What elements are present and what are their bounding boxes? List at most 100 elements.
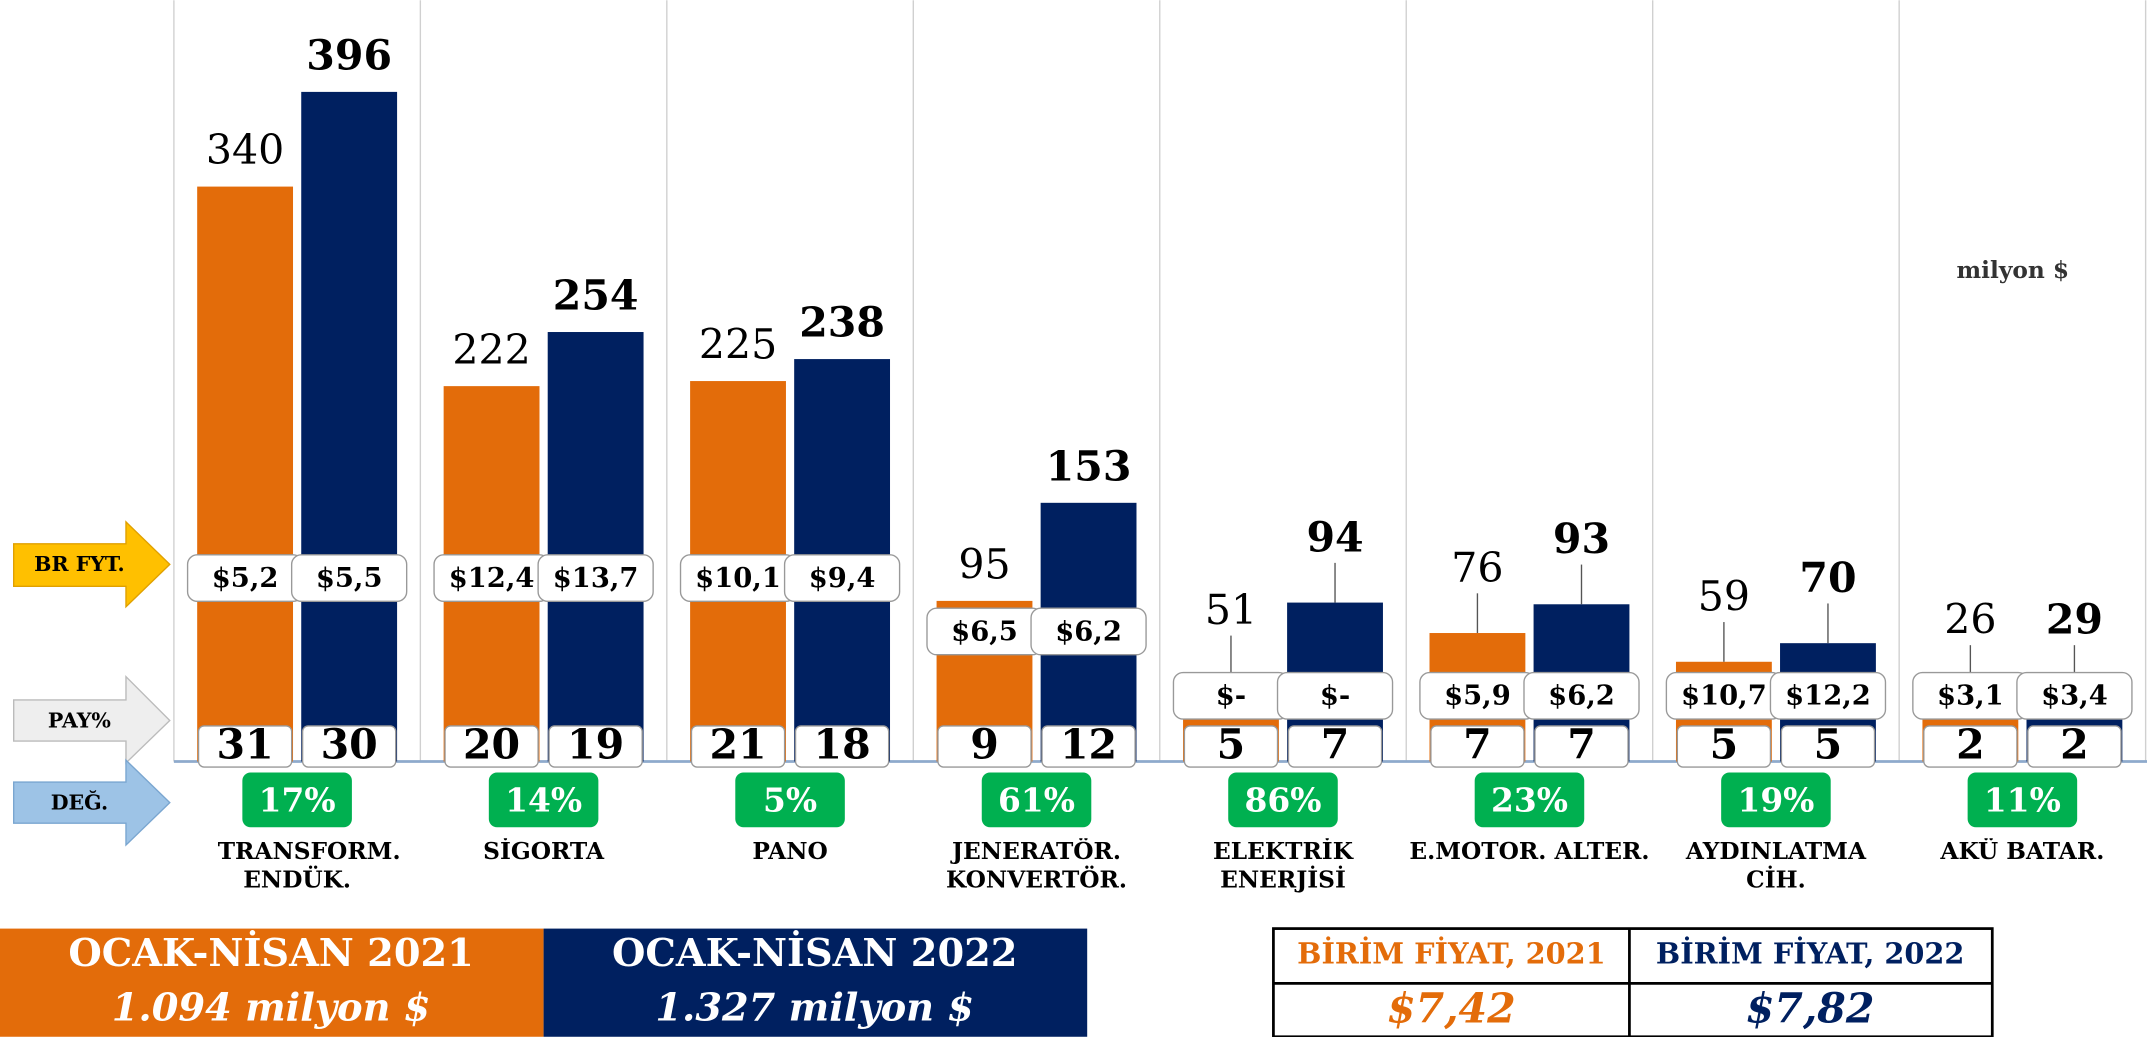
share-box xyxy=(548,725,643,768)
category-label: ELEKTRİK ENERJİSİ xyxy=(1213,838,1353,895)
share-value: 5 xyxy=(1814,719,1843,768)
unit-price: $10,7 xyxy=(1681,680,1767,712)
share-box xyxy=(197,725,293,768)
x-tick-label: JENERATÖR. KONVERTÖR. xyxy=(946,838,1128,895)
category-label: PANO xyxy=(752,838,827,865)
share-box xyxy=(1534,725,1629,768)
price-box xyxy=(1769,671,1887,720)
value-label: 254 xyxy=(553,271,639,320)
price-box xyxy=(783,554,901,603)
value-label: 238 xyxy=(799,298,885,347)
category-label: AKÜ BATAR. xyxy=(1940,838,2105,866)
unit-price: $10,1 xyxy=(695,562,781,594)
share-value: 5 xyxy=(1710,719,1739,768)
price-box xyxy=(537,554,654,603)
share-box xyxy=(937,725,1032,768)
change-value: 19% xyxy=(1737,781,1814,820)
share-value: 20 xyxy=(463,719,520,768)
table-value: $7,42 xyxy=(1387,984,1516,1033)
share-value: 21 xyxy=(709,719,766,768)
legend-name: OCAK-NİSAN 2022 xyxy=(612,929,1018,976)
share-value: 2 xyxy=(2060,719,2089,768)
share-value: 12 xyxy=(1060,719,1117,768)
table-value: $7,82 xyxy=(1746,984,1875,1033)
x-tick-label: E.MOTOR. ALTER. xyxy=(1409,838,1650,866)
change-value: 17% xyxy=(259,781,336,820)
x-tick-label: TRANSFORM. ENDÜK. xyxy=(217,838,401,895)
change-box xyxy=(735,772,845,828)
share-box xyxy=(444,725,539,768)
legend-total: 1.094 milyon $ xyxy=(112,986,431,1031)
share-value: 7 xyxy=(1321,719,1350,768)
share-box xyxy=(1183,725,1279,768)
share-box xyxy=(1287,725,1383,768)
bar xyxy=(547,332,644,762)
change-value: 11% xyxy=(1984,781,2061,820)
share-value: 7 xyxy=(1567,719,1596,768)
x-tick-label: AKÜ BATAR. xyxy=(1940,838,2105,866)
row-label: BR FYT. xyxy=(34,552,125,576)
value-label: 95 xyxy=(958,541,1010,589)
price-box xyxy=(2016,671,2133,720)
unit-price: $12,2 xyxy=(1785,680,1871,712)
x-tick-label: ELEKTRİK ENERJİSİ xyxy=(1213,838,1353,895)
value-label: 76 xyxy=(1451,544,1503,592)
value-label: 26 xyxy=(1944,596,1996,644)
share-value: 31 xyxy=(217,719,274,768)
share-box xyxy=(1923,725,2018,768)
change-value: 14% xyxy=(505,781,582,820)
share-value: 2 xyxy=(1956,719,1985,768)
bar xyxy=(301,91,398,762)
value-label: 94 xyxy=(1306,512,1363,561)
unit-price: $3,1 xyxy=(1937,680,2004,712)
share-value: 7 xyxy=(1463,719,1492,768)
change-box xyxy=(242,772,352,828)
unit-price: $6,2 xyxy=(1055,615,1122,647)
change-box xyxy=(1474,772,1585,828)
unit-price: $5,2 xyxy=(212,562,279,594)
row-label: DEĞ. xyxy=(51,789,108,814)
legend-total: 1.327 milyon $ xyxy=(655,986,974,1031)
bar xyxy=(197,186,294,762)
price-box xyxy=(1030,607,1147,656)
legend-box xyxy=(0,928,544,1037)
value-label: 225 xyxy=(699,321,777,369)
change-box xyxy=(488,772,599,828)
unit-price: $- xyxy=(1216,680,1246,712)
value-label: 51 xyxy=(1205,586,1257,634)
row-label: PAY% xyxy=(48,708,111,732)
unit-price: $12,4 xyxy=(449,562,535,594)
share-value: 30 xyxy=(321,719,378,768)
share-value: 5 xyxy=(1217,719,1246,768)
unit-price: $13,7 xyxy=(553,562,639,594)
unit-price: $5,5 xyxy=(316,562,383,594)
share-box xyxy=(1041,725,1136,768)
table-header: BİRİM FİYAT, 2021 xyxy=(1297,936,1605,970)
share-box xyxy=(1430,725,1525,768)
share-box xyxy=(794,725,890,768)
legend: OCAK-NİSAN 2021 1.094 milyon $ OCAK-NİSA… xyxy=(0,928,1088,1037)
price-box xyxy=(290,554,408,603)
row-arrows xyxy=(13,520,171,847)
x-tick-label: AYDINLATMA CİH. xyxy=(1685,838,1867,895)
unit-price: $9,4 xyxy=(809,562,876,594)
value-label: 153 xyxy=(1046,441,1132,490)
change-value: 61% xyxy=(998,781,1075,820)
unit-price-table: BİRİM FİYAT, 2021 BİRİM FİYAT, 2022 $7,4… xyxy=(1272,927,1994,1039)
share-value: 9 xyxy=(970,719,999,768)
share-value: 19 xyxy=(567,719,624,768)
category-label: JENERATÖR. KONVERTÖR. xyxy=(946,838,1128,895)
table-header: BİRİM FİYAT, 2022 xyxy=(1656,936,1964,970)
unit-price: $5,9 xyxy=(1444,680,1511,712)
value-label: 396 xyxy=(306,31,392,80)
value-label: 93 xyxy=(1553,514,1610,563)
legend-name: OCAK-NİSAN 2021 xyxy=(68,929,474,976)
unit-price: $6,2 xyxy=(1548,680,1615,712)
price-box xyxy=(1523,671,1640,720)
share-box xyxy=(690,725,786,768)
unit-label: milyon $ xyxy=(1957,257,2070,284)
change-box xyxy=(1967,772,2078,828)
value-label: 70 xyxy=(1799,553,1856,602)
